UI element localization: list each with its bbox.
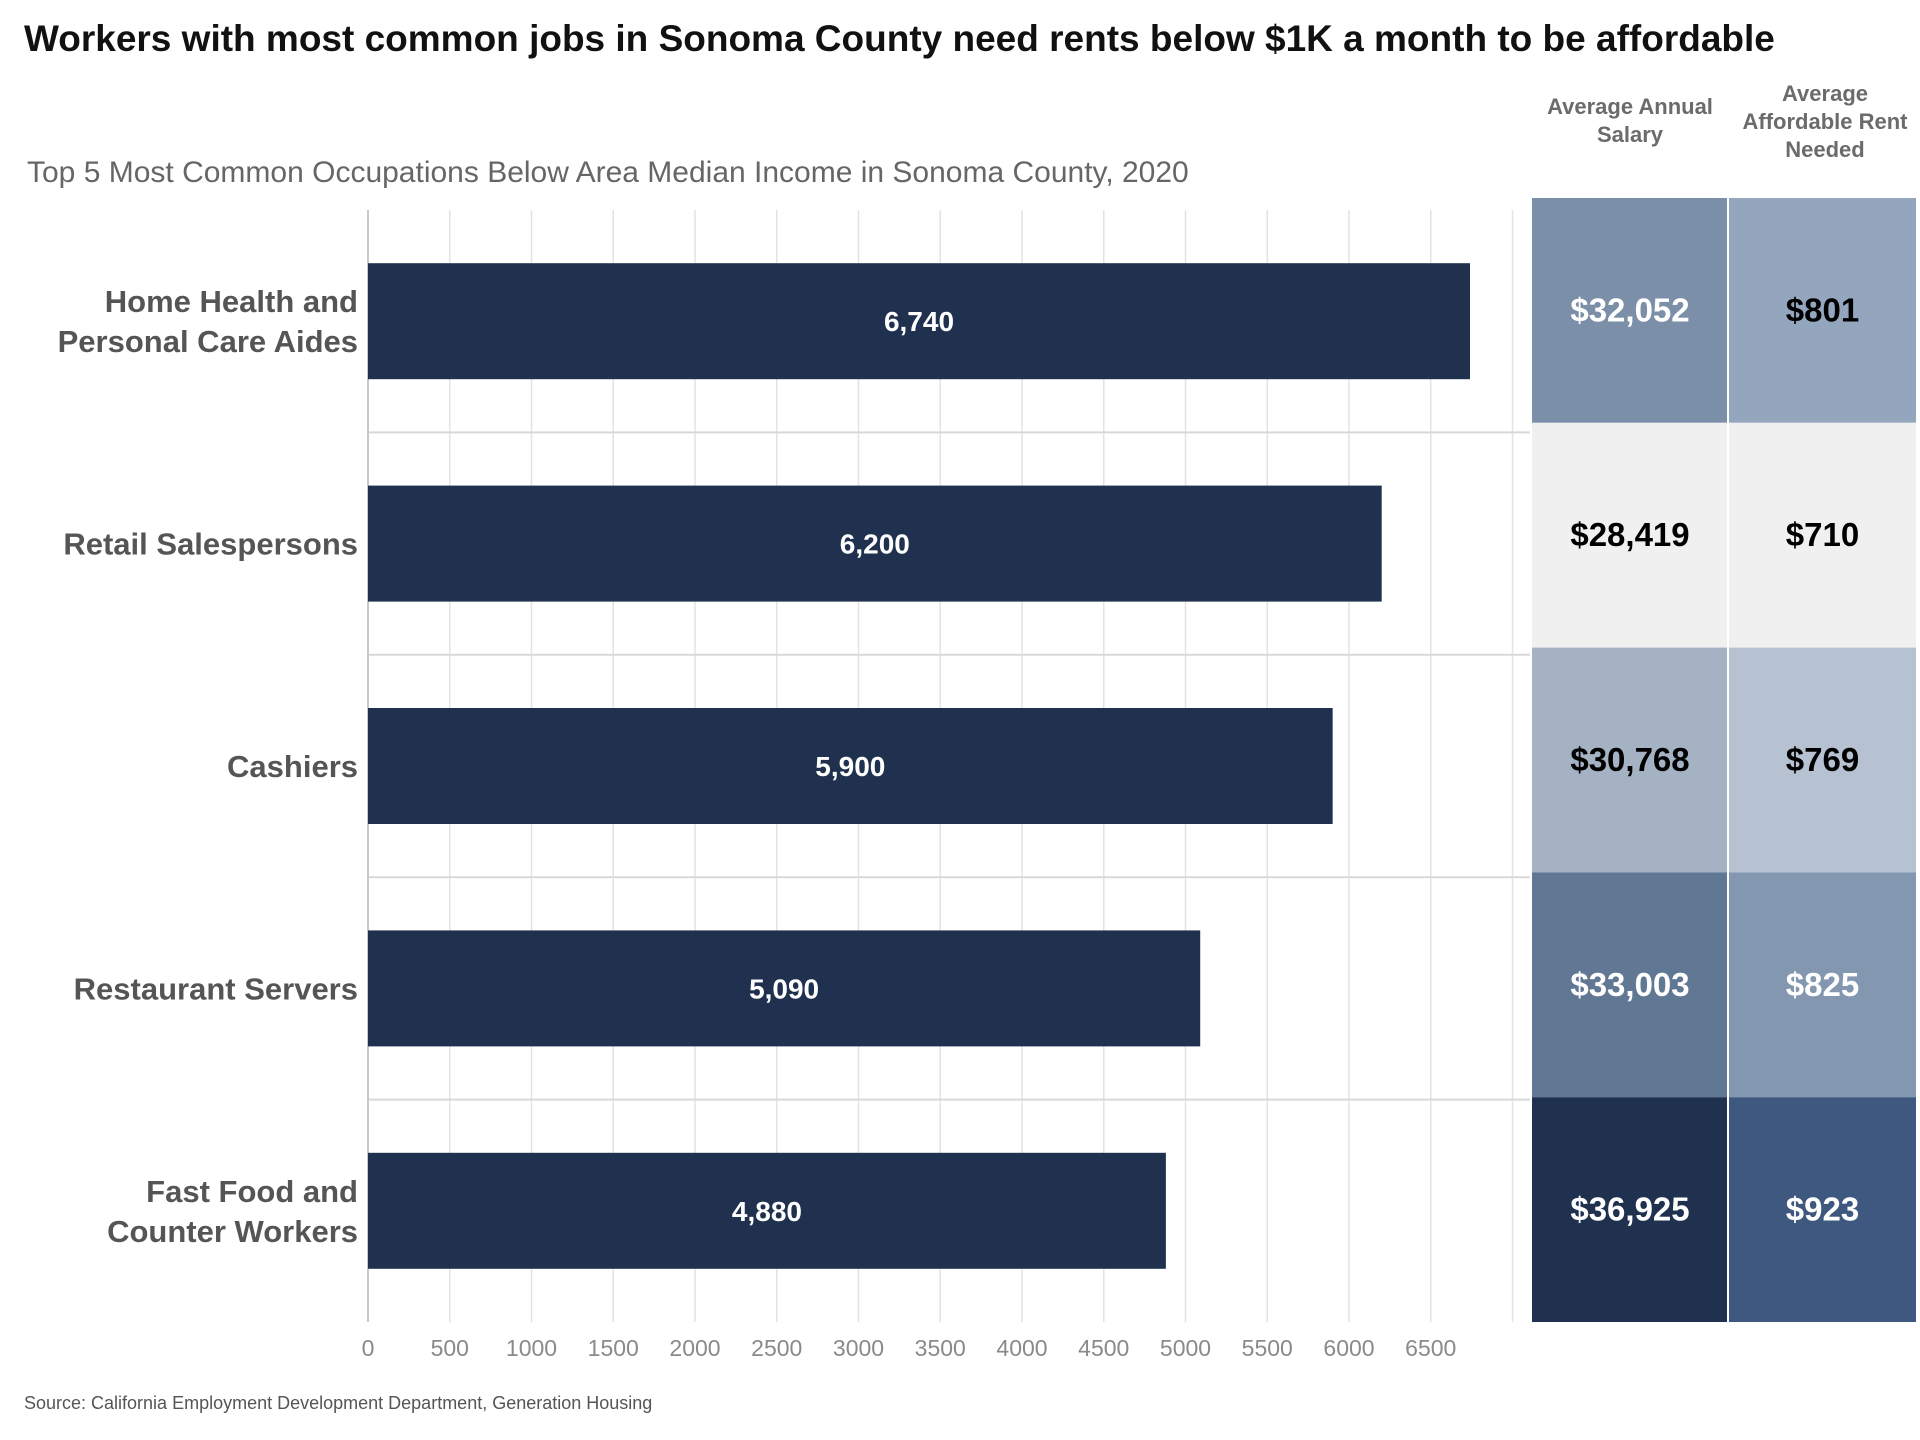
rent-value: $769 bbox=[1786, 741, 1859, 778]
bar-value-label: 5,090 bbox=[749, 973, 819, 1004]
rent-value: $710 bbox=[1786, 516, 1859, 553]
category-label: Cashiers bbox=[227, 749, 358, 784]
salary-cell bbox=[1532, 647, 1728, 873]
rent-cell bbox=[1729, 198, 1916, 423]
rent-column-header: Average Affordable Rent Needed bbox=[1742, 81, 1908, 162]
x-tick-label: 1000 bbox=[506, 1335, 557, 1361]
category-label: Personal Care Aides bbox=[58, 324, 358, 359]
salary-cell bbox=[1532, 872, 1728, 1098]
x-tick-label: 2000 bbox=[669, 1335, 720, 1361]
bar-value-label: 4,880 bbox=[732, 1196, 802, 1227]
rent-cell bbox=[1729, 872, 1916, 1098]
bar bbox=[368, 485, 1382, 602]
bar-value-label: 5,900 bbox=[815, 751, 885, 782]
x-tick-label: 3000 bbox=[833, 1335, 884, 1361]
salary-value: $33,003 bbox=[1570, 966, 1689, 1003]
rent-cell bbox=[1729, 1097, 1916, 1322]
x-tick-label: 4500 bbox=[1078, 1335, 1129, 1361]
salary-column-header: Average Annual Salary bbox=[1547, 94, 1713, 147]
x-tick-label: 3500 bbox=[915, 1335, 966, 1361]
rent-value: $923 bbox=[1786, 1191, 1859, 1228]
salary-value: $30,768 bbox=[1570, 741, 1689, 778]
category-label: Counter Workers bbox=[107, 1214, 358, 1249]
x-tick-label: 0 bbox=[362, 1335, 375, 1361]
bar bbox=[368, 1152, 1166, 1269]
x-tick-label: 5000 bbox=[1160, 1335, 1211, 1361]
category-label: Fast Food and bbox=[146, 1174, 358, 1209]
source-note: Source: California Employment Developmen… bbox=[24, 1393, 653, 1413]
category-label: Home Health and bbox=[105, 284, 358, 319]
bar-value-label: 6,740 bbox=[884, 306, 954, 337]
bar bbox=[368, 708, 1333, 824]
rent-value: $825 bbox=[1786, 966, 1859, 1003]
salary-cell bbox=[1532, 422, 1728, 648]
bar bbox=[368, 930, 1201, 1047]
x-tick-label: 2500 bbox=[751, 1335, 802, 1361]
rent-cell bbox=[1729, 422, 1916, 648]
x-tick-label: 1500 bbox=[588, 1335, 639, 1361]
bar bbox=[368, 263, 1470, 380]
rent-value: $801 bbox=[1786, 291, 1859, 328]
salary-cell bbox=[1532, 1097, 1728, 1322]
rent-cell bbox=[1729, 647, 1916, 873]
chart-subtitle: Top 5 Most Common Occupations Below Area… bbox=[27, 156, 1189, 189]
bar-value-label: 6,200 bbox=[840, 529, 910, 560]
salary-cell bbox=[1532, 198, 1728, 423]
salary-value: $36,925 bbox=[1570, 1191, 1689, 1228]
chart-title: Workers with most common jobs in Sonoma … bbox=[24, 18, 1775, 59]
x-tick-label: 5500 bbox=[1242, 1335, 1293, 1361]
x-tick-label: 6000 bbox=[1323, 1335, 1374, 1361]
x-tick-label: 500 bbox=[431, 1335, 469, 1361]
category-label: Restaurant Servers bbox=[74, 971, 358, 1006]
category-label: Retail Salespersons bbox=[63, 527, 358, 562]
x-tick-label: 4000 bbox=[996, 1335, 1047, 1361]
x-tick-label: 6500 bbox=[1405, 1335, 1456, 1361]
salary-value: $28,419 bbox=[1570, 516, 1689, 553]
salary-value: $32,052 bbox=[1570, 291, 1689, 328]
